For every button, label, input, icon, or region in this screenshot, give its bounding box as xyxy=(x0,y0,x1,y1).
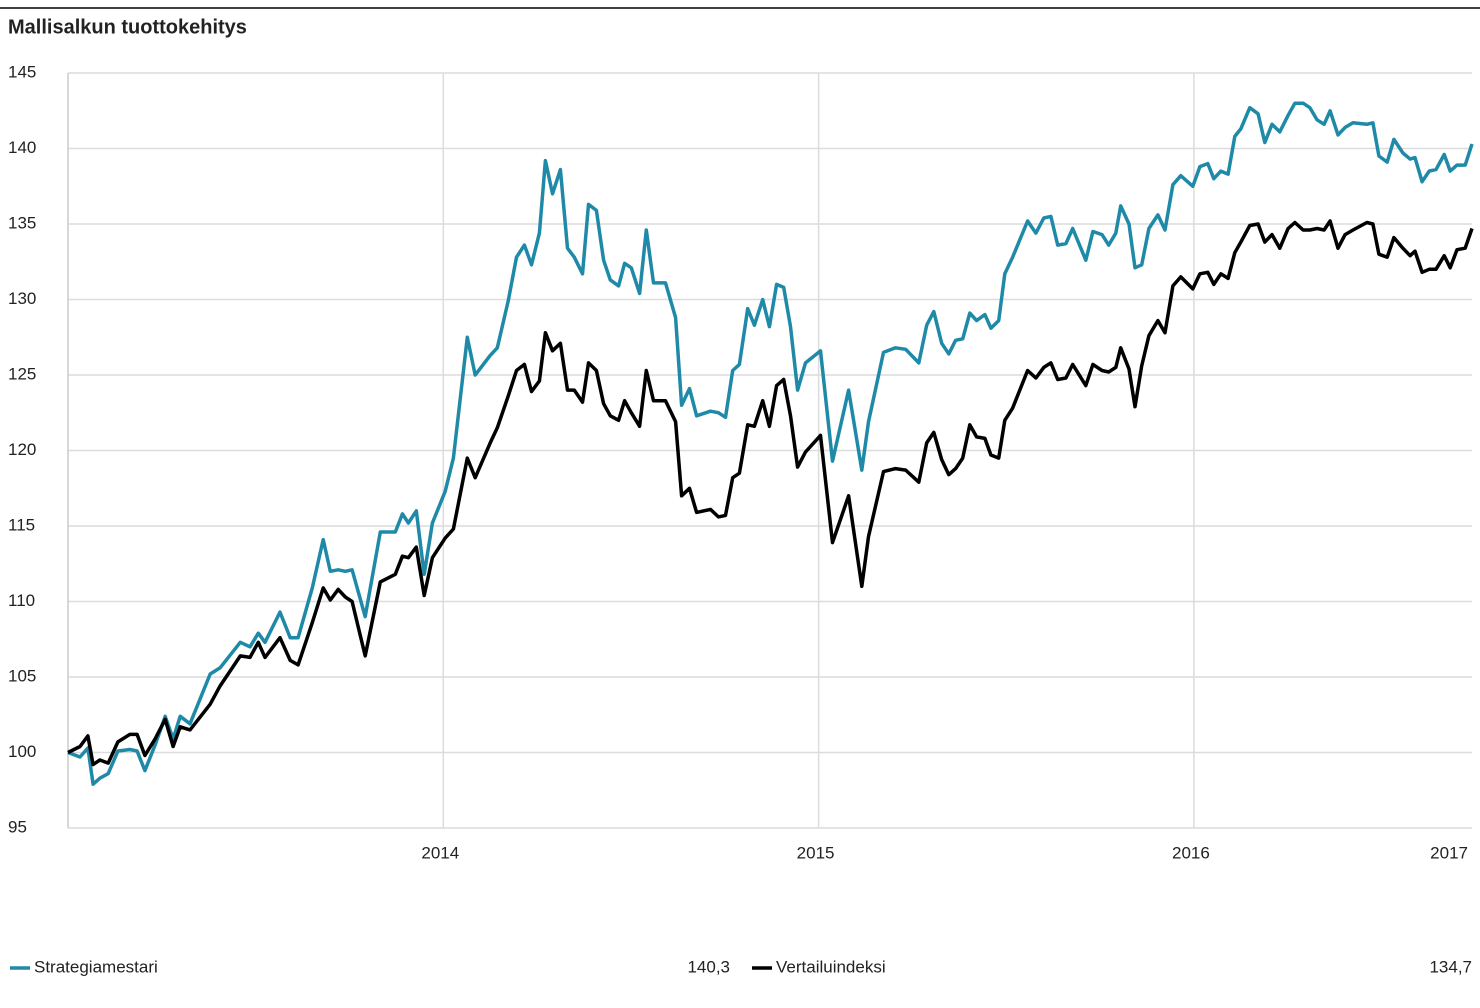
y-tick-label: 95 xyxy=(8,817,27,836)
y-tick-label: 145 xyxy=(8,62,36,81)
y-tick-label: 110 xyxy=(8,591,35,610)
legend-label: Vertailuindeksi xyxy=(776,957,886,976)
y-tick-label: 130 xyxy=(8,289,36,308)
y-tick-label: 125 xyxy=(8,364,36,383)
x-tick-label: 2014 xyxy=(421,843,459,862)
chart-title: Mallisalkun tuottokehitys xyxy=(8,16,247,38)
y-tick-label: 120 xyxy=(8,440,36,459)
series-line xyxy=(67,219,1474,767)
x-tick-label: 2015 xyxy=(797,843,835,862)
y-tick-label: 115 xyxy=(8,515,35,534)
series-line xyxy=(67,101,1474,786)
legend-label: Strategiamestari xyxy=(34,957,158,976)
y-tick-label: 135 xyxy=(8,213,36,232)
legend-end-value: 140,3 xyxy=(687,957,730,976)
y-tick-label: 100 xyxy=(8,742,36,761)
x-tick-label: 2016 xyxy=(1172,843,1210,862)
x-tick-label: 2017 xyxy=(1430,843,1468,862)
y-tick-label: 105 xyxy=(8,666,36,685)
y-tick-label: 140 xyxy=(8,138,36,157)
legend-end-value: 134,7 xyxy=(1429,957,1472,976)
